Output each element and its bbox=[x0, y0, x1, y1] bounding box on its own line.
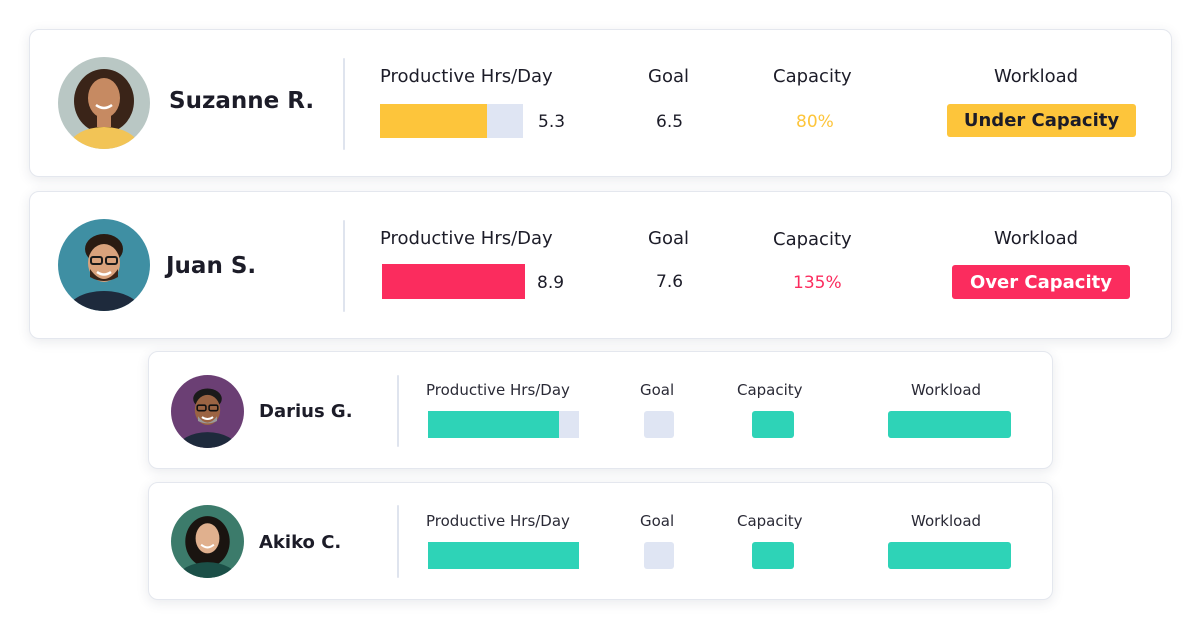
employee-name: Juan S. bbox=[166, 253, 257, 279]
goal-column-label: Goal bbox=[640, 381, 675, 399]
employee-card-darius[interactable]: Darius G. Productive Hrs/Day Goal Capaci… bbox=[148, 351, 1053, 469]
hours-column-label: Productive Hrs/Day bbox=[380, 66, 553, 87]
hours-bar bbox=[428, 542, 579, 569]
hours-bar-fill bbox=[428, 411, 560, 438]
goal-value: 6.5 bbox=[656, 112, 684, 132]
workload-status-badge: Over Capacity bbox=[952, 265, 1130, 299]
card-divider bbox=[397, 505, 399, 578]
hours-bar bbox=[428, 411, 579, 438]
workload-column-label: Workload bbox=[911, 512, 982, 530]
capacity-value: 80% bbox=[796, 112, 834, 132]
workload-placeholder bbox=[888, 542, 1011, 569]
avatar bbox=[58, 219, 150, 311]
capacity-placeholder bbox=[752, 411, 794, 438]
goal-placeholder bbox=[644, 411, 674, 438]
employee-card-suzanne[interactable]: Suzanne R. Productive Hrs/Day 5.3 Goal 6… bbox=[29, 29, 1172, 177]
capacity-column-label: Capacity bbox=[737, 381, 803, 399]
avatar bbox=[171, 375, 244, 448]
hours-bar-fill bbox=[382, 264, 525, 299]
hours-bar-fill bbox=[428, 542, 579, 569]
capacity-value: 135% bbox=[793, 273, 842, 293]
capacity-placeholder bbox=[752, 542, 794, 569]
hours-value: 8.9 bbox=[537, 273, 565, 293]
employee-card-akiko[interactable]: Akiko C. Productive Hrs/Day Goal Capacit… bbox=[148, 482, 1053, 600]
hours-column-label: Productive Hrs/Day bbox=[426, 512, 570, 530]
capacity-column-label: Capacity bbox=[737, 512, 803, 530]
card-divider bbox=[397, 375, 399, 447]
employee-card-juan[interactable]: Juan S. Productive Hrs/Day 8.9 Goal 7.6 … bbox=[29, 191, 1172, 339]
hours-column-label: Productive Hrs/Day bbox=[426, 381, 570, 399]
hours-bar-fill bbox=[380, 104, 488, 138]
avatar bbox=[171, 505, 244, 578]
capacity-column-label: Capacity bbox=[773, 66, 852, 87]
capacity-column-label: Capacity bbox=[773, 229, 852, 250]
avatar bbox=[58, 57, 150, 149]
card-divider bbox=[343, 58, 345, 150]
goal-placeholder bbox=[644, 542, 674, 569]
workload-column-label: Workload bbox=[994, 66, 1079, 87]
employee-name: Suzanne R. bbox=[169, 88, 315, 114]
hours-value: 5.3 bbox=[538, 112, 566, 132]
goal-value: 7.6 bbox=[656, 272, 684, 292]
workload-column-label: Workload bbox=[911, 381, 982, 399]
goal-column-label: Goal bbox=[640, 512, 675, 530]
hours-bar bbox=[380, 104, 523, 138]
workload-status-badge: Under Capacity bbox=[947, 104, 1136, 137]
workload-column-label: Workload bbox=[994, 228, 1079, 249]
hours-bar bbox=[382, 264, 525, 299]
goal-column-label: Goal bbox=[648, 228, 689, 249]
hours-column-label: Productive Hrs/Day bbox=[380, 228, 553, 249]
goal-column-label: Goal bbox=[648, 66, 689, 87]
employee-name: Darius G. bbox=[259, 401, 353, 422]
workload-placeholder bbox=[888, 411, 1011, 438]
card-divider bbox=[343, 220, 345, 312]
employee-name: Akiko C. bbox=[259, 532, 342, 553]
